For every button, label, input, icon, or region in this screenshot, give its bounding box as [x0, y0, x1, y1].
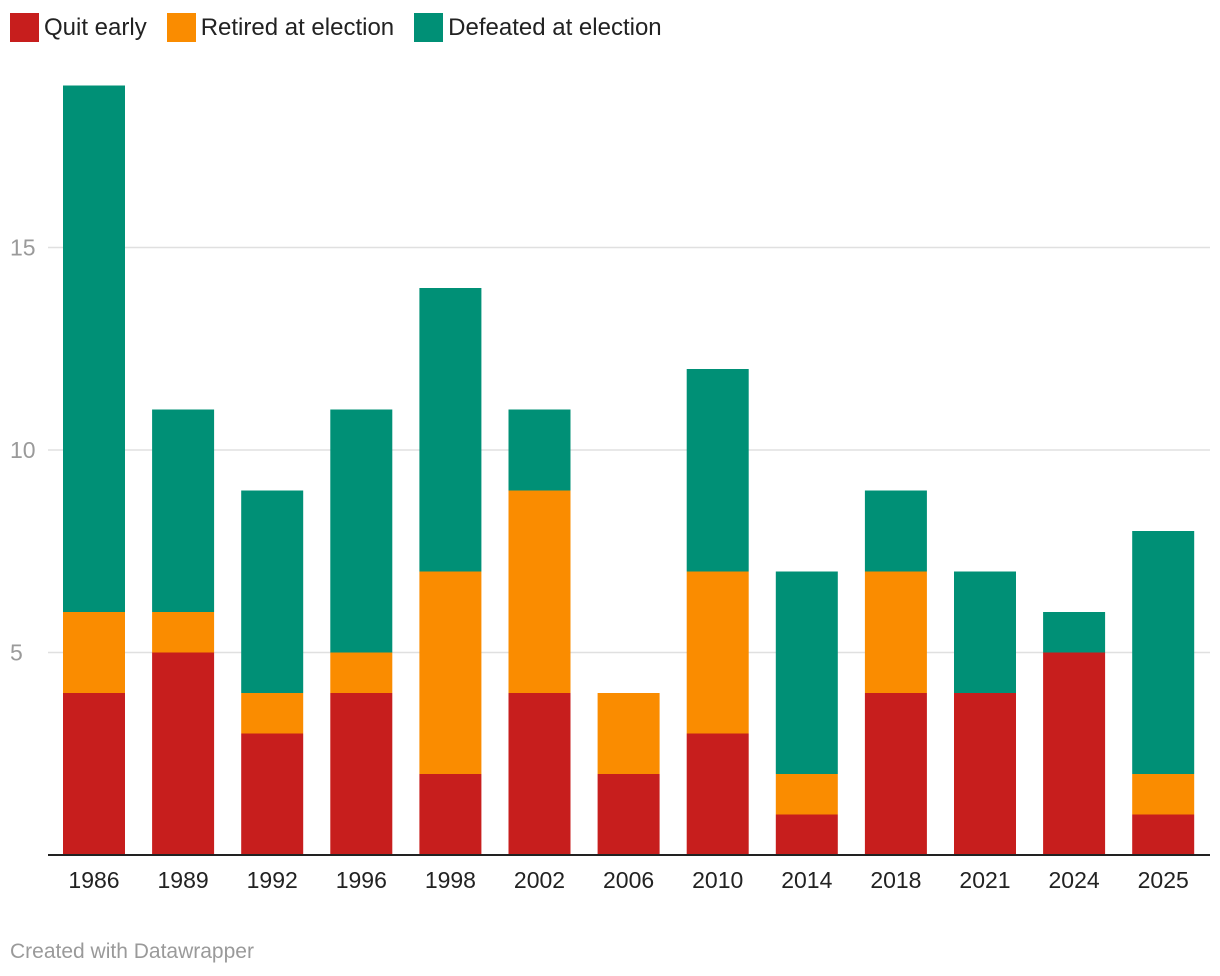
chart-legend: Quit early Retired at election Defeated at… [10, 13, 682, 42]
bars: 1986 1989 1992 1996 1998 2002 2006 2010 2014 2018… [63, 85, 1195, 893]
bar-segment-defeated-at-election [1132, 531, 1195, 774]
legend-item: Defeated at election [414, 13, 662, 42]
legend-item: Quit early [10, 13, 147, 42]
bar-segment-quit-early [419, 774, 482, 855]
bar-segment-quit-early [775, 814, 838, 855]
bar-segment-quit-early [954, 693, 1016, 855]
bar-segment-defeated-at-election [419, 288, 482, 572]
bar-segment-defeated-at-election [775, 571, 838, 774]
bar-segment-retired-at-election [419, 571, 482, 774]
y-tick-label: 15 [10, 235, 36, 261]
legend-label: Defeated at election [448, 13, 662, 41]
bar-segment-retired-at-election [152, 612, 215, 653]
bar-segment-defeated-at-election [686, 369, 749, 572]
bar-segment-quit-early [63, 693, 125, 855]
bar-segment-retired-at-election [864, 571, 927, 693]
x-tick-label: 1992 [247, 867, 298, 893]
bar-segment-retired-at-election [63, 612, 125, 693]
bar-segment-quit-early [597, 774, 660, 855]
bar-segment-defeated-at-election [1043, 612, 1106, 653]
bar-segment-defeated-at-election [330, 409, 393, 653]
y-tick-label: 10 [10, 437, 36, 463]
bar-segment-quit-early [864, 693, 927, 855]
x-tick-label: 2021 [959, 867, 1010, 893]
legend-label: Quit early [44, 13, 147, 41]
bar-segment-quit-early [241, 733, 304, 855]
legend-label: Retired at election [200, 13, 395, 41]
x-tick-label: 2024 [1049, 867, 1100, 893]
bar-segment-retired-at-election [1132, 774, 1195, 815]
bar-segment-defeated-at-election [152, 409, 215, 612]
bar-segment-quit-early [152, 652, 215, 855]
x-tick-label: 1989 [158, 867, 209, 893]
x-tick-label: 1986 [68, 867, 119, 893]
x-tick-label: 2002 [514, 867, 565, 893]
stacked-bar-chart: 5 10 15 1986 1989 1992 1996 1998 2002 2006 2010 20… [10, 85, 1210, 893]
bar-segment-retired-at-election [775, 774, 838, 815]
bar-segment-defeated-at-election [864, 490, 927, 572]
bar-segment-retired-at-election [330, 652, 393, 693]
x-tick-label: 2006 [603, 867, 654, 893]
bar-segment-retired-at-election [508, 490, 571, 693]
bar-segment-defeated-at-election [954, 571, 1016, 693]
bar-segment-defeated-at-election [241, 490, 304, 693]
x-tick-label: 2010 [692, 867, 743, 893]
bar-segment-quit-early [508, 693, 571, 855]
legend-swatch [166, 13, 196, 42]
bar-segment-quit-early [1132, 814, 1195, 855]
x-tick-label: 2025 [1138, 867, 1189, 893]
x-tick-label: 1996 [336, 867, 387, 893]
x-tick-label: 2014 [781, 867, 832, 893]
bar-segment-retired-at-election [686, 571, 749, 734]
credit-text: Created with Datawrapper [10, 940, 254, 963]
bar-segment-quit-early [1043, 652, 1106, 855]
bar-segment-quit-early [686, 733, 749, 855]
legend-swatch [10, 13, 39, 42]
x-tick-label: 1998 [425, 867, 476, 893]
bar-segment-defeated-at-election [508, 409, 571, 491]
x-tick-label: 2018 [870, 867, 921, 893]
legend-item: Retired at election [166, 13, 395, 42]
bar-segment-quit-early [330, 693, 393, 855]
bar-segment-defeated-at-election [63, 85, 125, 612]
y-tick-label: 5 [10, 640, 23, 666]
bar-segment-retired-at-election [241, 693, 304, 734]
legend-swatch [414, 13, 444, 42]
bar-segment-retired-at-election [597, 693, 660, 774]
